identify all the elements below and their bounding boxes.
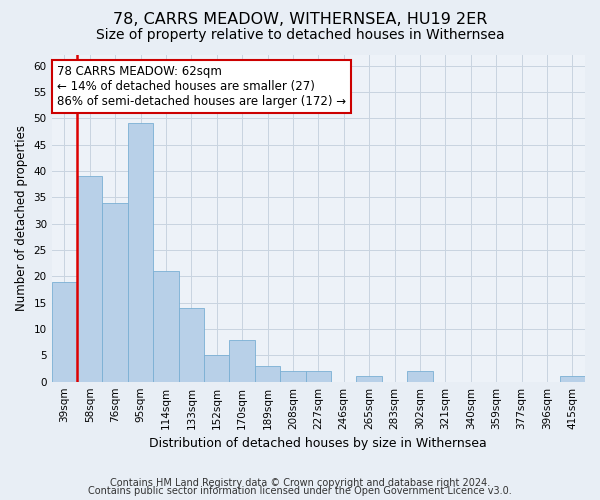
Text: 78, CARRS MEADOW, WITHERNSEA, HU19 2ER: 78, CARRS MEADOW, WITHERNSEA, HU19 2ER [113, 12, 487, 28]
Bar [77, 176, 103, 382]
Bar [280, 371, 305, 382]
Bar [103, 202, 128, 382]
Bar [305, 371, 331, 382]
Bar [128, 124, 153, 382]
Bar [52, 282, 77, 382]
Bar [229, 340, 255, 382]
Bar [179, 308, 204, 382]
Bar [560, 376, 585, 382]
Y-axis label: Number of detached properties: Number of detached properties [15, 126, 28, 312]
Text: Size of property relative to detached houses in Withernsea: Size of property relative to detached ho… [95, 28, 505, 42]
Text: Contains public sector information licensed under the Open Government Licence v3: Contains public sector information licen… [88, 486, 512, 496]
Bar [407, 371, 433, 382]
Bar [204, 356, 229, 382]
Bar [153, 271, 179, 382]
Text: Contains HM Land Registry data © Crown copyright and database right 2024.: Contains HM Land Registry data © Crown c… [110, 478, 490, 488]
Bar [356, 376, 382, 382]
Text: 78 CARRS MEADOW: 62sqm
← 14% of detached houses are smaller (27)
86% of semi-det: 78 CARRS MEADOW: 62sqm ← 14% of detached… [57, 65, 346, 108]
Bar [255, 366, 280, 382]
X-axis label: Distribution of detached houses by size in Withernsea: Distribution of detached houses by size … [149, 437, 487, 450]
